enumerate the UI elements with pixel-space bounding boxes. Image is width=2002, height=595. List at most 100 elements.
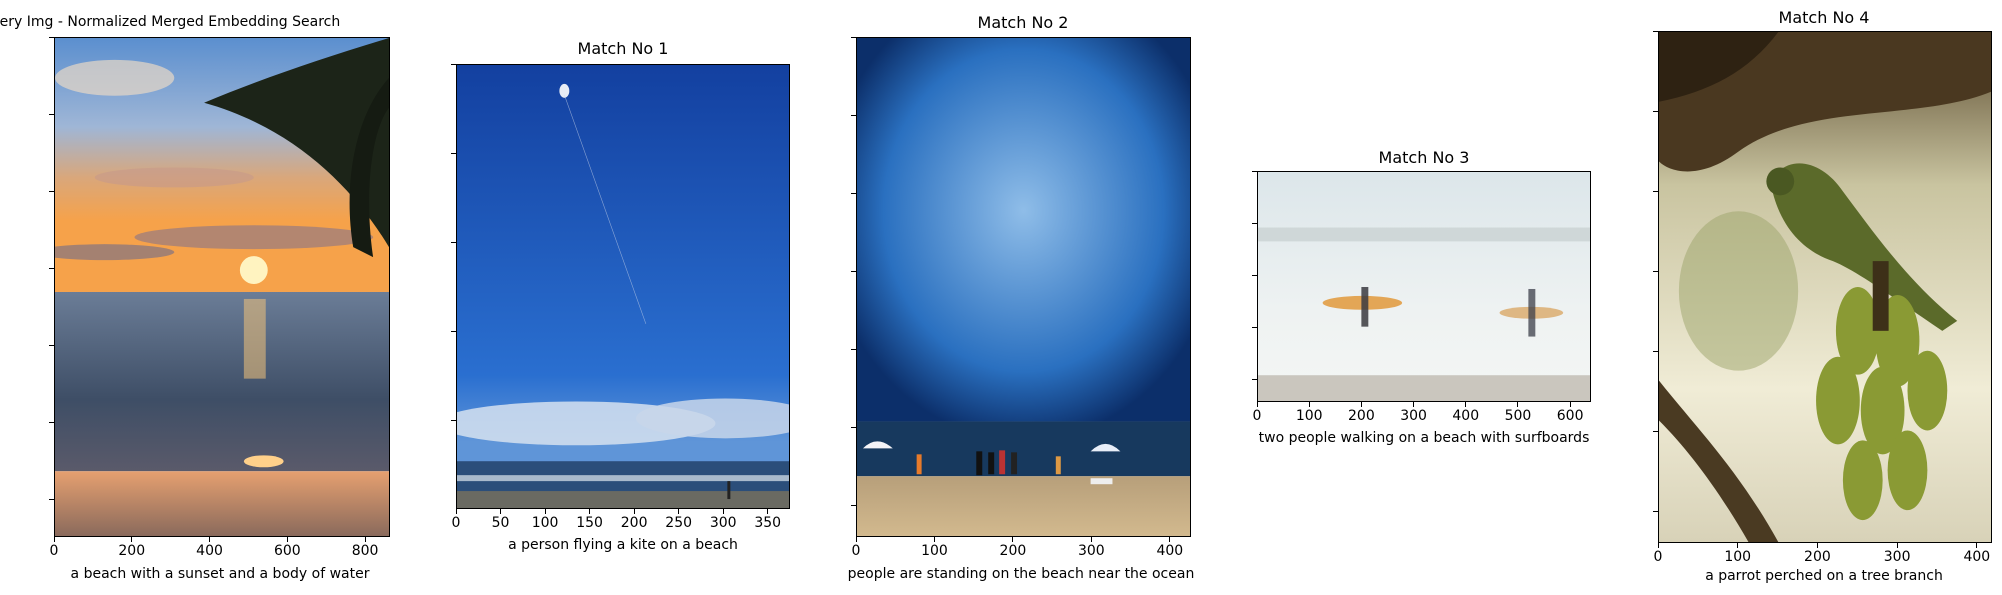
x-tick-mark [1517, 402, 1519, 407]
y-tick-mark [49, 36, 54, 38]
match-3-title: Match No 3 [1378, 148, 1470, 167]
beach-crowd-picture [857, 38, 1190, 536]
surfers-picture [1258, 172, 1590, 401]
x-tick-label: 100 [921, 543, 948, 559]
y-tick-mark [451, 419, 456, 421]
x-tick-label: 200 [118, 543, 146, 559]
x-tick-mark [1012, 537, 1014, 542]
x-tick-mark [855, 537, 857, 542]
y-tick-mark [49, 267, 54, 269]
y-tick-mark [451, 63, 456, 65]
match-1-image [456, 64, 790, 509]
x-tick-label: 200 [1804, 549, 1831, 565]
x-tick-mark [933, 537, 935, 542]
x-tick-mark [131, 537, 133, 542]
y-tick-mark [851, 114, 856, 116]
x-tick-label: 50 [491, 515, 510, 531]
y-tick-mark [1252, 170, 1257, 172]
x-tick-mark [500, 509, 502, 514]
x-tick-mark [1169, 537, 1171, 542]
parrot-picture [1659, 32, 1991, 542]
match-2-title: Match No 2 [977, 13, 1069, 32]
match-2-caption: people are standing on the beach near th… [847, 566, 1195, 582]
kite-picture [457, 65, 789, 508]
match-2-image [856, 37, 1191, 537]
x-tick-label: 100 [1724, 549, 1752, 565]
x-tick-label: 0 [49, 543, 59, 559]
x-tick-mark [1737, 543, 1739, 548]
y-tick-mark [451, 152, 456, 154]
x-tick-label: 350 [754, 515, 782, 531]
x-tick-label: 250 [665, 515, 693, 531]
x-tick-label: 200 [1348, 408, 1375, 424]
x-tick-label: 200 [999, 543, 1027, 559]
y-tick-mark [1653, 430, 1658, 432]
x-tick-label: 100 [531, 515, 559, 531]
y-tick-mark [1653, 350, 1658, 352]
y-tick-mark [49, 499, 54, 501]
match-4-title: Match No 4 [1778, 8, 1870, 27]
x-tick-label: 300 [1883, 549, 1911, 565]
x-tick-mark [1090, 537, 1092, 542]
x-tick-label: 200 [620, 515, 648, 531]
x-tick-label: 400 [1452, 408, 1480, 424]
y-tick-mark [49, 345, 54, 347]
match-1-caption: a person flying a kite on a beach [508, 537, 738, 553]
y-tick-mark [1252, 379, 1257, 381]
y-tick-mark [851, 270, 856, 272]
x-tick-label: 0 [1653, 549, 1663, 565]
x-tick-label: 300 [1077, 543, 1105, 559]
y-tick-mark [1653, 110, 1658, 112]
x-tick-mark [364, 537, 366, 542]
y-tick-mark [49, 190, 54, 192]
query-image [54, 37, 390, 537]
x-tick-mark [209, 537, 211, 542]
x-tick-label: 600 [1556, 408, 1584, 424]
x-tick-mark [544, 509, 546, 514]
x-tick-label: 300 [709, 515, 737, 531]
x-tick-mark [1896, 543, 1898, 548]
y-tick-mark [1653, 510, 1658, 512]
x-tick-label: 0 [1252, 408, 1262, 424]
y-tick-mark [451, 330, 456, 332]
query-caption: a beach with a sunset and a body of wate… [70, 566, 370, 582]
x-tick-label: 0 [451, 515, 461, 531]
x-tick-mark [1816, 543, 1818, 548]
y-tick-mark [851, 36, 856, 38]
y-tick-mark [851, 427, 856, 429]
x-tick-mark [286, 537, 288, 542]
x-tick-mark [633, 509, 635, 514]
match-4-caption: a parrot perched on a tree branch [1705, 568, 1943, 584]
query-title: Query Img - Normalized Merged Embedding … [0, 14, 341, 30]
x-tick-mark [722, 509, 724, 514]
x-tick-label: 600 [273, 543, 301, 559]
x-tick-mark [455, 509, 457, 514]
x-tick-mark [1308, 402, 1310, 407]
match-4-image [1658, 31, 1992, 543]
y-tick-mark [1653, 30, 1658, 32]
x-tick-label: 400 [1156, 543, 1184, 559]
sunset-picture [55, 38, 389, 536]
x-tick-label: 500 [1504, 408, 1532, 424]
x-tick-label: 800 [351, 543, 379, 559]
x-tick-label: 0 [851, 543, 861, 559]
match-1-title: Match No 1 [577, 39, 669, 58]
x-tick-mark [767, 509, 769, 514]
x-tick-label: 400 [196, 543, 223, 559]
x-tick-mark [53, 537, 55, 542]
match-3-image [1257, 171, 1591, 402]
x-tick-mark [1256, 402, 1258, 407]
x-tick-mark [1465, 402, 1467, 407]
x-tick-label: 300 [1400, 408, 1427, 424]
x-tick-mark [1657, 543, 1659, 548]
y-tick-mark [1252, 222, 1257, 224]
y-tick-mark [851, 505, 856, 507]
y-tick-mark [49, 422, 54, 424]
x-tick-mark [1413, 402, 1415, 407]
y-tick-mark [851, 192, 856, 194]
x-tick-mark [678, 509, 680, 514]
x-tick-label: 400 [1963, 549, 1991, 565]
x-tick-mark [1976, 543, 1978, 548]
y-tick-mark [1252, 326, 1257, 328]
x-tick-label: 150 [576, 515, 603, 531]
